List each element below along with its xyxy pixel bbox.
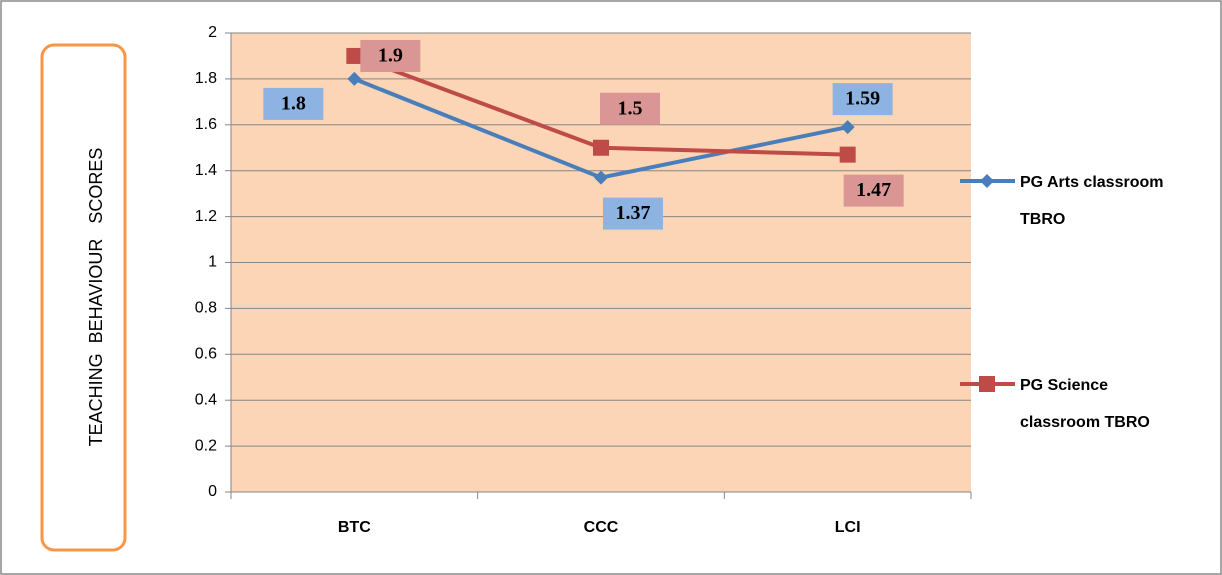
data-label-box — [603, 197, 663, 230]
data-label: 1.9 — [378, 45, 403, 67]
y-tick-label: 0.6 — [195, 346, 217, 363]
data-label: 1.47 — [856, 179, 891, 201]
marker — [840, 120, 855, 135]
marker — [594, 170, 608, 185]
marker — [979, 376, 995, 392]
marker — [593, 139, 609, 156]
data-label-box — [263, 87, 324, 120]
y-tick-label: 1.8 — [195, 70, 217, 87]
data-label-box — [843, 174, 904, 207]
y-label-box — [40, 43, 127, 552]
x-tick-label: BTC — [338, 519, 371, 536]
y-tick-label: 0 — [208, 483, 217, 500]
y-tick-label: 2 — [208, 24, 217, 41]
marker — [980, 174, 994, 188]
marker — [347, 71, 362, 86]
y-tick-label: 0.2 — [195, 437, 217, 454]
y-tick-label: 1.6 — [195, 116, 217, 133]
legend-label: PG Science classroom TBRO — [1020, 377, 1150, 431]
marker — [346, 47, 363, 64]
y-axis-label: TEACHING BEHAVIOUR SCORES — [86, 148, 106, 447]
y-tick-label: 1 — [208, 254, 217, 271]
data-label: 1.59 — [845, 88, 880, 110]
legend-label: PG Arts classroom TBRO — [1020, 174, 1164, 228]
data-label: 1.5 — [618, 97, 643, 119]
data-label-box — [600, 92, 660, 125]
marker — [839, 146, 856, 163]
data-label-box — [360, 39, 421, 72]
y-tick-label: 1.2 — [195, 208, 217, 225]
x-tick-label: CCC — [584, 519, 619, 536]
x-tick-label: LCI — [835, 519, 861, 536]
y-tick-label: 1.4 — [195, 162, 217, 179]
data-label-box — [832, 83, 893, 116]
data-label: 1.8 — [281, 92, 306, 114]
data-label: 1.37 — [616, 202, 651, 224]
y-tick-label: 0.8 — [195, 300, 217, 317]
y-tick-label: 0.4 — [195, 391, 217, 408]
